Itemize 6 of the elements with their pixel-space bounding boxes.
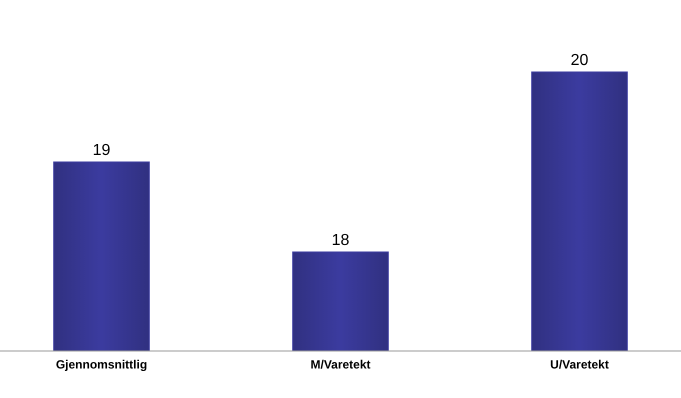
x-tick-label: M/Varetekt: [310, 358, 371, 372]
x-tick-label: Gjennomsnittlig: [56, 358, 148, 372]
data-label: 20: [570, 52, 588, 69]
data-label: 19: [92, 142, 110, 159]
data-label: 18: [332, 232, 350, 249]
x-tick-label: U/Varetekt: [550, 358, 609, 372]
